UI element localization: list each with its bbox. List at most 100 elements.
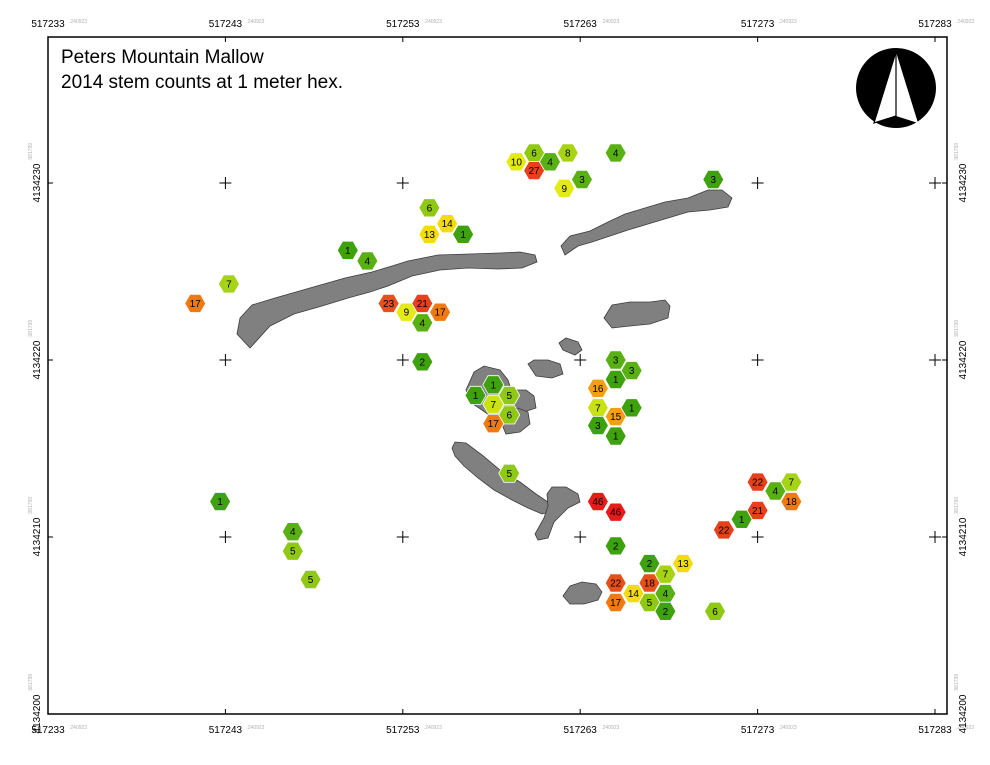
x-tick-suffix: .240923 bbox=[601, 19, 619, 25]
stem-count-hex bbox=[482, 414, 505, 434]
stem-count-label: 7 bbox=[226, 279, 232, 290]
stem-count-label: 1 bbox=[490, 380, 496, 391]
stem-count-label: 15 bbox=[610, 412, 622, 423]
stem-count-label: 1 bbox=[217, 497, 223, 508]
y-tick-label-left: 4134230 bbox=[32, 163, 43, 202]
stem-count-hex bbox=[746, 472, 769, 492]
stem-count-hex bbox=[553, 178, 576, 198]
x-tick-label-top: 517233 bbox=[31, 19, 65, 30]
stem-count-hex bbox=[764, 481, 787, 501]
stem-count-label: 4 bbox=[613, 148, 619, 159]
stem-count-hex bbox=[429, 302, 452, 322]
stem-count-label: 3 bbox=[710, 175, 716, 186]
rock-outcrop bbox=[534, 486, 581, 541]
stem-count-label: 9 bbox=[561, 184, 567, 195]
stem-count-label: 6 bbox=[712, 607, 718, 618]
x-tick-suffix: .240923 bbox=[956, 19, 974, 25]
y-tick-suffix: .981799 bbox=[954, 320, 960, 338]
stem-count-label: 1 bbox=[473, 391, 479, 402]
stem-count-label: 14 bbox=[628, 589, 640, 600]
stem-count-label: 7 bbox=[595, 403, 601, 414]
stem-count-label: 16 bbox=[592, 384, 604, 395]
stem-count-hex bbox=[604, 143, 627, 163]
x-tick-suffix: .240923 bbox=[956, 725, 974, 731]
stem-count-hex bbox=[604, 426, 627, 446]
map-frame bbox=[47, 36, 948, 715]
stem-count-label: 3 bbox=[579, 175, 585, 186]
stem-count-label: 1 bbox=[613, 375, 619, 386]
y-tick-suffix: .981799 bbox=[28, 674, 34, 692]
stem-count-hex bbox=[604, 573, 627, 593]
stem-count-hex bbox=[217, 274, 240, 294]
stem-count-label: 17 bbox=[488, 419, 500, 430]
stem-count-label: 13 bbox=[678, 559, 690, 570]
stem-count-label: 22 bbox=[718, 525, 730, 536]
stem-count-hex bbox=[586, 415, 609, 436]
stem-count-label: 1 bbox=[613, 432, 619, 443]
stem-count-hex bbox=[571, 169, 593, 190]
stem-count-hex bbox=[299, 570, 322, 589]
x-tick-label-bottom: 517283 bbox=[918, 725, 952, 736]
stem-count-hex bbox=[604, 536, 627, 556]
stem-count-label: 9 bbox=[404, 308, 410, 319]
y-axis-right-labels: 4134230 .981799 4134220 .981799 4134210 .9817… bbox=[954, 143, 969, 734]
map-title-line-2: 2014 stem counts at 1 meter hex. bbox=[61, 72, 343, 93]
stem-count-label: 17 bbox=[434, 308, 446, 319]
stem-count-hex bbox=[482, 394, 505, 414]
stem-count-label: 6 bbox=[427, 203, 433, 214]
stem-count-hex bbox=[730, 509, 753, 529]
x-tick-suffix: .240923 bbox=[69, 725, 87, 731]
stem-count-hex bbox=[411, 313, 434, 333]
x-tick-suffix: .240923 bbox=[424, 725, 442, 731]
x-tick-suffix: .240923 bbox=[601, 725, 619, 731]
stem-count-hex bbox=[780, 492, 803, 512]
stem-count-hex bbox=[638, 554, 661, 573]
stem-count-hex bbox=[556, 143, 579, 163]
stem-count-label: 2 bbox=[663, 607, 669, 618]
stem-count-hex bbox=[539, 152, 561, 172]
y-tick-label-left: 4134210 bbox=[32, 517, 43, 556]
stem-count-label: 18 bbox=[786, 497, 798, 508]
stem-count-hex bbox=[586, 492, 609, 512]
stem-count-label: 4 bbox=[663, 589, 669, 600]
y-tick-suffix: .981799 bbox=[954, 674, 960, 692]
x-tick-label-top: 517283 bbox=[918, 19, 952, 30]
stem-count-hex bbox=[184, 293, 207, 313]
north-arrow-shadow bbox=[873, 51, 897, 124]
x-axis-bottom-labels: 517233.240923 517243.240923 517253.240923 5… bbox=[31, 725, 974, 736]
stem-count-label: 5 bbox=[506, 469, 512, 480]
stem-count-hex bbox=[604, 369, 627, 390]
stem-count-label: 3 bbox=[595, 421, 601, 432]
stem-count-hex bbox=[604, 502, 627, 522]
stem-count-label: 1 bbox=[629, 403, 635, 414]
stem-count-label: 2 bbox=[647, 559, 653, 570]
stem-count-label: 2 bbox=[420, 357, 426, 368]
x-tick-suffix: .240923 bbox=[246, 19, 264, 25]
frame-tick-marks bbox=[48, 37, 947, 715]
rock-outcrop bbox=[527, 359, 564, 379]
x-tick-label-bottom: 517243 bbox=[209, 725, 243, 736]
stem-count-label: 2 bbox=[613, 541, 619, 552]
stem-count-label: 8 bbox=[565, 148, 571, 159]
stem-count-hex bbox=[672, 554, 695, 573]
x-tick-label-top: 517273 bbox=[741, 19, 775, 30]
stem-count-hex bbox=[411, 352, 434, 372]
stem-count-label: 6 bbox=[531, 148, 537, 159]
stem-count-hex bbox=[620, 398, 643, 418]
stem-count-hex bbox=[436, 214, 459, 234]
stem-count-label: 22 bbox=[752, 478, 764, 489]
stem-count-hex bbox=[281, 541, 304, 561]
y-tick-label-right: 4134230 bbox=[958, 163, 969, 202]
stem-count-hex bbox=[702, 169, 725, 190]
stem-count-label: 4 bbox=[773, 486, 779, 497]
stem-count-label: 46 bbox=[610, 508, 622, 519]
stem-count-hex bbox=[281, 522, 304, 542]
x-tick-label-bottom: 517263 bbox=[564, 725, 598, 736]
y-tick-label-right: 4134220 bbox=[958, 340, 969, 379]
x-tick-suffix: .240923 bbox=[424, 19, 442, 25]
y-tick-suffix: .981799 bbox=[28, 320, 34, 338]
stem-count-label: 17 bbox=[190, 299, 202, 310]
stem-count-hex bbox=[498, 463, 521, 483]
stem-count-hex bbox=[336, 240, 359, 260]
